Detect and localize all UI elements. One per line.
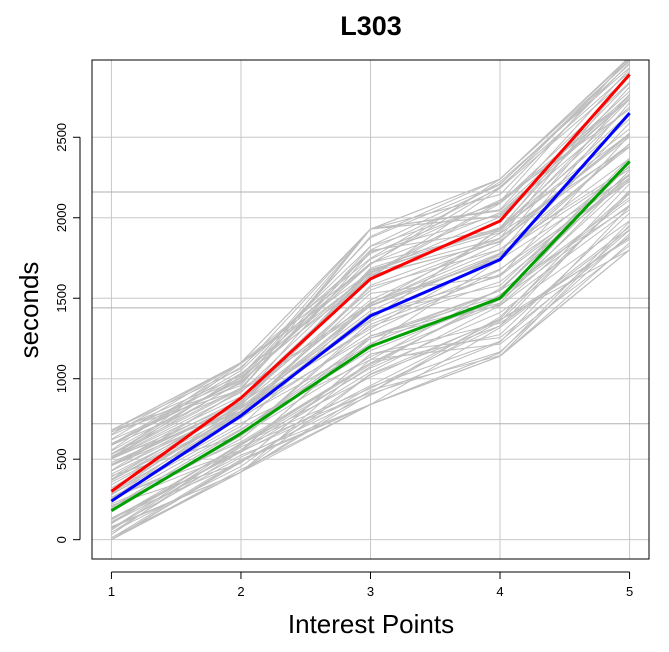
y-axis-title: seconds (14, 262, 44, 359)
y-tick-label: 0 (54, 536, 69, 543)
series-line-1 (110, 73, 631, 493)
background-line (111, 177, 630, 489)
y-tick-label: 1000 (54, 364, 69, 393)
background-line (111, 63, 630, 433)
plot-frame (91, 59, 650, 560)
background-line (111, 180, 630, 477)
x-tick-label: 5 (626, 584, 633, 599)
background-line (111, 179, 630, 502)
series-line-3 (110, 160, 631, 512)
series-group (110, 73, 631, 512)
chart-title: L303 (340, 11, 402, 41)
background-line (111, 229, 630, 539)
series-line-2 (110, 112, 631, 503)
y-tick-label: 500 (54, 448, 69, 470)
background-line (111, 60, 630, 452)
background-line (111, 60, 628, 445)
background-line (111, 93, 630, 471)
x-tick-label: 3 (367, 584, 374, 599)
background-line (111, 209, 630, 505)
x-tick-label: 1 (108, 584, 115, 599)
background-line (111, 60, 630, 445)
background-line (111, 106, 630, 481)
background-line-bundle (111, 60, 630, 541)
x-tick-label: 2 (237, 584, 244, 599)
background-line (111, 206, 630, 498)
y-axis: 0 500 1000 1500 2000 2500 (54, 123, 81, 543)
x-axis-title: Interest Points (288, 609, 454, 639)
y-tick-label: 2500 (54, 123, 69, 152)
background-line (111, 163, 630, 496)
y-tick-label: 1500 (54, 284, 69, 313)
background-line (111, 112, 630, 459)
background-line (111, 168, 630, 495)
background-line (111, 178, 630, 500)
background-line (111, 133, 630, 459)
background-line (111, 192, 630, 533)
background-line (111, 166, 630, 498)
background-line (111, 128, 630, 463)
background-line (111, 60, 627, 435)
y-tick-label: 2000 (54, 203, 69, 232)
x-tick-label: 4 (496, 584, 503, 599)
x-axis: 1 2 3 4 5 (108, 571, 633, 599)
background-line (111, 249, 630, 533)
